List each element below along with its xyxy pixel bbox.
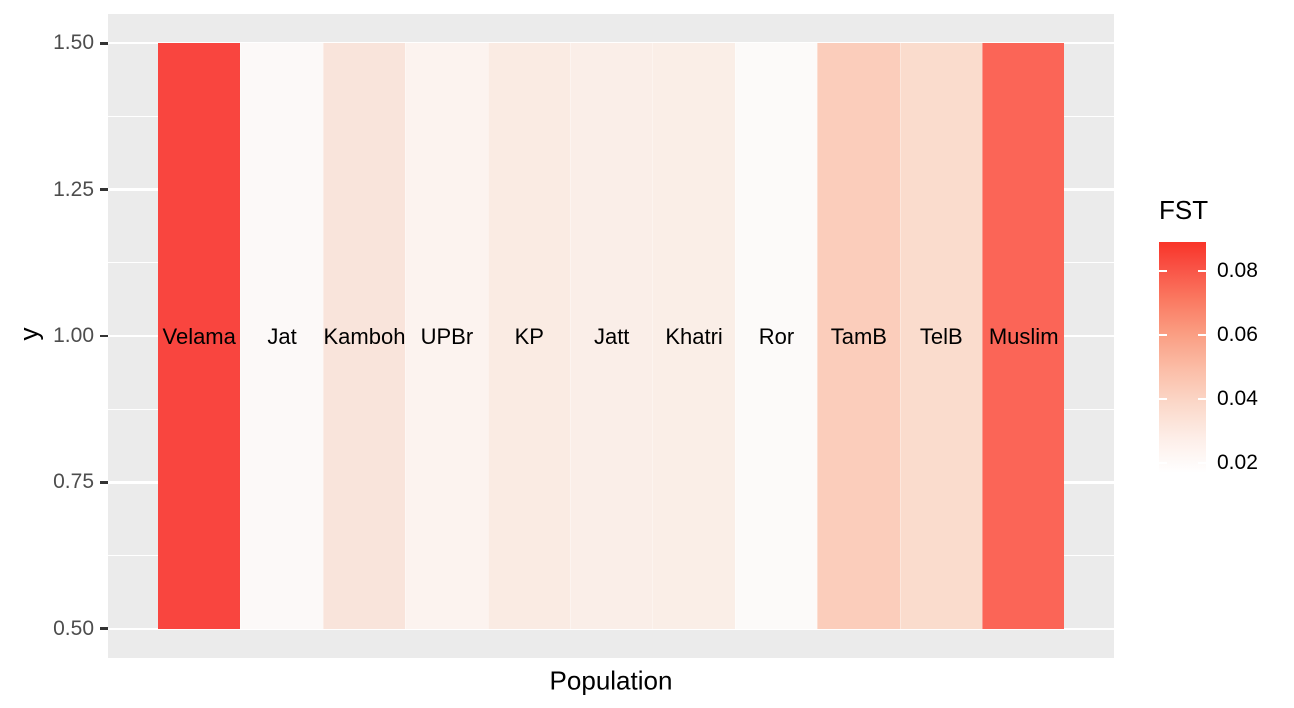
y-axis-title: y — [13, 327, 44, 341]
tile-label: Jat — [267, 323, 297, 349]
legend-tick-label: 0.08 — [1217, 258, 1258, 282]
y-tick-mark — [100, 481, 108, 484]
tile-label: KP — [514, 323, 544, 349]
tile-label: Jatt — [593, 323, 630, 349]
tile-label: Muslim — [988, 323, 1059, 349]
heatmap-tile: UPBr — [405, 43, 488, 629]
legend-title: FST — [1159, 195, 1209, 225]
tile-label: Velama — [162, 323, 236, 349]
heatmap-tile: Ror — [734, 43, 818, 629]
tile-label: TamB — [830, 323, 887, 349]
tile-label: UPBr — [420, 323, 474, 349]
heatmap-tile: Kamboh — [322, 43, 406, 629]
legend-bar-tick — [1159, 269, 1167, 272]
tile-label: Kamboh — [323, 323, 406, 349]
heatmap-tile: Jat — [240, 43, 323, 629]
heatmap-tile: Khatri — [652, 43, 735, 629]
x-axis-title: Population — [549, 665, 673, 696]
legend-bar-tick — [1198, 462, 1206, 465]
legend-bar-tick — [1198, 334, 1206, 337]
legend-tick-label: 0.02 — [1217, 451, 1258, 475]
legend-tick-label: 0.04 — [1217, 387, 1258, 411]
legend-bar-tick — [1198, 269, 1206, 272]
y-tick-label: 0.75 — [53, 470, 94, 494]
y-tick-mark — [100, 188, 108, 191]
tile-label: Ror — [758, 323, 795, 349]
heatmap-tile: TelB — [899, 43, 982, 629]
legend-bar-tick — [1159, 462, 1167, 465]
gridline-major — [108, 627, 1114, 630]
tile-label: Khatri — [665, 323, 723, 349]
y-tick-mark — [100, 334, 108, 338]
y-tick-label: 0.50 — [53, 616, 94, 640]
legend-bar-tick — [1198, 398, 1206, 401]
gridline-major — [108, 42, 1114, 45]
heatmap-tile: Muslim — [982, 43, 1065, 629]
legend-tick-label: 0.06 — [1217, 323, 1258, 347]
y-tick-label: 1.00 — [53, 324, 94, 347]
heatmap-tile: Jatt — [570, 43, 653, 629]
tile-label: TelB — [919, 323, 963, 349]
y-tick-mark — [100, 627, 108, 630]
plot-panel: Velama Jat Kamboh UPBr KP Jatt Khatri Ror TamB Te… — [108, 14, 1114, 658]
heatmap-tile: KP — [487, 43, 570, 629]
legend-bar-tick — [1159, 334, 1167, 337]
y-tick-mark — [100, 42, 108, 45]
heatmap-tile: TamB — [817, 43, 900, 629]
heatmap-tile: Velama — [158, 43, 241, 629]
legend-gradient-bar — [1159, 242, 1206, 473]
y-tick-label: 1.25 — [53, 177, 94, 201]
legend-bar-tick — [1159, 398, 1167, 401]
y-tick-label: 1.50 — [53, 31, 94, 55]
